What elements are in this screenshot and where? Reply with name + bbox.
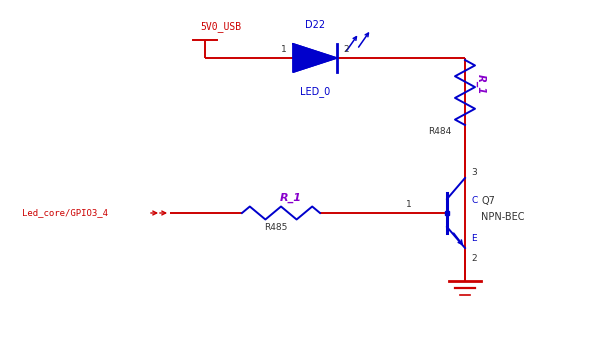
- Text: Led_core/GPIO3_4: Led_core/GPIO3_4: [22, 209, 108, 217]
- Text: 1: 1: [406, 200, 412, 209]
- Text: NPN-BEC: NPN-BEC: [481, 212, 524, 222]
- Text: C: C: [471, 196, 477, 205]
- Text: LED_0: LED_0: [300, 86, 330, 97]
- Text: R_1: R_1: [280, 193, 302, 203]
- Text: R484: R484: [428, 127, 451, 136]
- Bar: [445, 211, 449, 215]
- Text: E: E: [471, 234, 477, 243]
- Polygon shape: [293, 44, 337, 72]
- Text: 2: 2: [471, 254, 477, 263]
- Text: 1: 1: [282, 45, 287, 54]
- Text: R_1: R_1: [476, 74, 486, 95]
- Text: D22: D22: [305, 20, 325, 30]
- Text: R485: R485: [264, 223, 287, 232]
- Text: Q7: Q7: [481, 196, 495, 206]
- Text: 3: 3: [471, 168, 477, 177]
- Text: 5V0_USB: 5V0_USB: [200, 21, 241, 32]
- Text: 2: 2: [343, 45, 349, 54]
